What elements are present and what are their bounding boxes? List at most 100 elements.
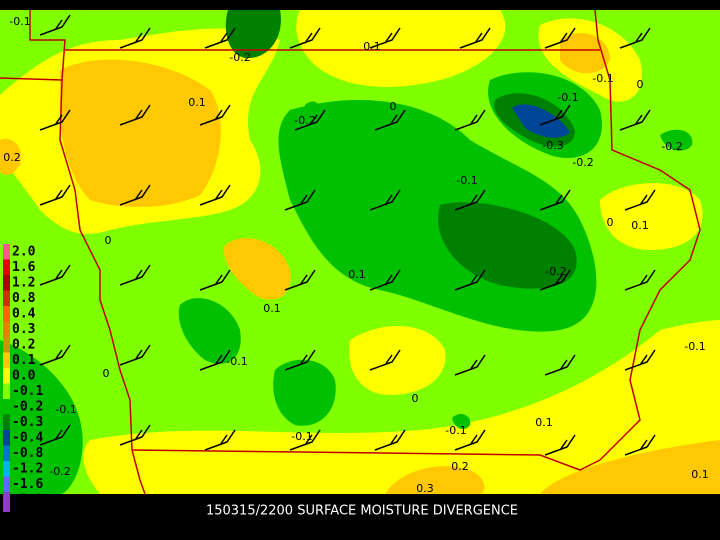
legend-swatch <box>3 259 10 275</box>
legend-label: -0.8 <box>12 446 43 461</box>
legend-swatch <box>3 430 10 446</box>
legend-label: 1.6 <box>12 260 36 275</box>
legend-swatch <box>3 275 10 291</box>
contour-label: -0.1 <box>684 340 705 353</box>
wind-barb <box>459 27 491 49</box>
wind-barb <box>284 189 316 211</box>
wind-barb <box>544 27 576 49</box>
region <box>273 359 336 426</box>
region <box>224 238 291 300</box>
wind-barb <box>39 424 71 446</box>
wind-barb <box>454 269 486 291</box>
wind-barb <box>39 14 71 36</box>
contour-label: -0.2 <box>545 265 566 278</box>
wind-barb <box>539 104 571 126</box>
wind-barb <box>199 104 231 126</box>
contour-label: -0.2 <box>294 114 315 127</box>
contour-label: 0.1 <box>631 219 649 232</box>
wind-barb <box>204 27 236 49</box>
contour-label: -0.2 <box>572 156 593 169</box>
legend-label: -0.1 <box>12 384 43 399</box>
contour-label: 0 <box>607 216 614 229</box>
wind-barb <box>624 269 656 291</box>
map-title: 150315/2200 SURFACE MOISTURE DIVERGENCE <box>206 504 518 519</box>
contour-label: -0.2 <box>229 51 250 64</box>
contour-label: 0.1 <box>691 468 709 481</box>
wind-barb <box>454 109 486 131</box>
legend-label: 0.0 <box>12 369 36 384</box>
wind-barb <box>454 354 486 376</box>
legend-label: 0.4 <box>12 307 36 322</box>
legend-swatch <box>3 461 10 477</box>
region <box>560 32 610 74</box>
wind-barb <box>119 184 151 206</box>
border <box>594 9 701 461</box>
border <box>29 10 146 495</box>
contour-label: 0 <box>412 392 419 405</box>
region <box>304 101 319 115</box>
contour-label: -0.1 <box>226 355 247 368</box>
contour-label: -0.3 <box>542 139 563 152</box>
region <box>452 414 471 430</box>
wind-barb <box>284 269 316 291</box>
region <box>83 320 720 494</box>
region <box>60 59 221 207</box>
contour-label: 0.2 <box>451 460 469 473</box>
wind-barb <box>39 184 71 206</box>
wind-barb <box>119 344 151 366</box>
wind-barb <box>544 434 576 456</box>
contour-label: -0.2 <box>49 465 70 478</box>
region <box>349 326 446 395</box>
contour-label: -0.1 <box>55 403 76 416</box>
contour-label: 0.1 <box>263 302 281 315</box>
legend-swatch <box>3 445 10 461</box>
contour-label: 0 <box>105 234 112 247</box>
wind-barb <box>39 109 71 131</box>
legend-label: 0.8 <box>12 291 36 306</box>
contour-label: 0.2 <box>3 151 21 164</box>
legend-label: -2.0 <box>12 493 43 508</box>
contour-label: -0.1 <box>592 72 613 85</box>
wind-barb <box>374 109 406 131</box>
region <box>438 202 577 289</box>
wind-barb <box>294 109 326 131</box>
wind-barb <box>544 354 576 376</box>
wind-barb <box>619 27 651 49</box>
contour-label: -0.1 <box>557 91 578 104</box>
legend-swatch <box>3 494 10 512</box>
contour-label: -0.1 <box>291 430 312 443</box>
wind-barb <box>369 269 401 291</box>
wind-barb <box>369 189 401 211</box>
contour-label: 0 <box>390 100 397 113</box>
legend-swatch <box>3 414 10 430</box>
contour-label: 0 <box>637 78 644 91</box>
wind-barb <box>204 429 236 451</box>
region <box>512 104 570 138</box>
border <box>131 449 601 471</box>
legend-swatch <box>3 244 10 260</box>
wind-barb <box>284 349 316 371</box>
wind-barb <box>119 264 151 286</box>
contour-label: 0.3 <box>416 482 434 495</box>
wind-barb <box>624 349 656 371</box>
wind-barb <box>454 189 486 211</box>
legend-swatch <box>3 352 10 368</box>
contour-label: -0.1 <box>456 174 477 187</box>
legend-label: 1.2 <box>12 276 35 291</box>
legend-swatch <box>3 321 10 337</box>
legend-label: 0.1 <box>12 353 36 368</box>
wind-barb <box>619 109 651 131</box>
region <box>660 129 693 151</box>
legend-swatch <box>3 290 10 306</box>
wind-barb <box>199 184 231 206</box>
wind-barb <box>199 269 231 291</box>
legend-swatch <box>3 337 10 353</box>
legend-swatch <box>3 368 10 384</box>
legend-label: -1.2 <box>12 462 43 477</box>
wind-barb <box>119 27 151 49</box>
legend-label: -1.6 <box>12 477 43 492</box>
wind-barb <box>369 27 401 49</box>
region <box>0 138 21 175</box>
legend: 2.01.61.20.80.40.30.20.10.0-0.1-0.2-0.3-… <box>3 244 43 512</box>
